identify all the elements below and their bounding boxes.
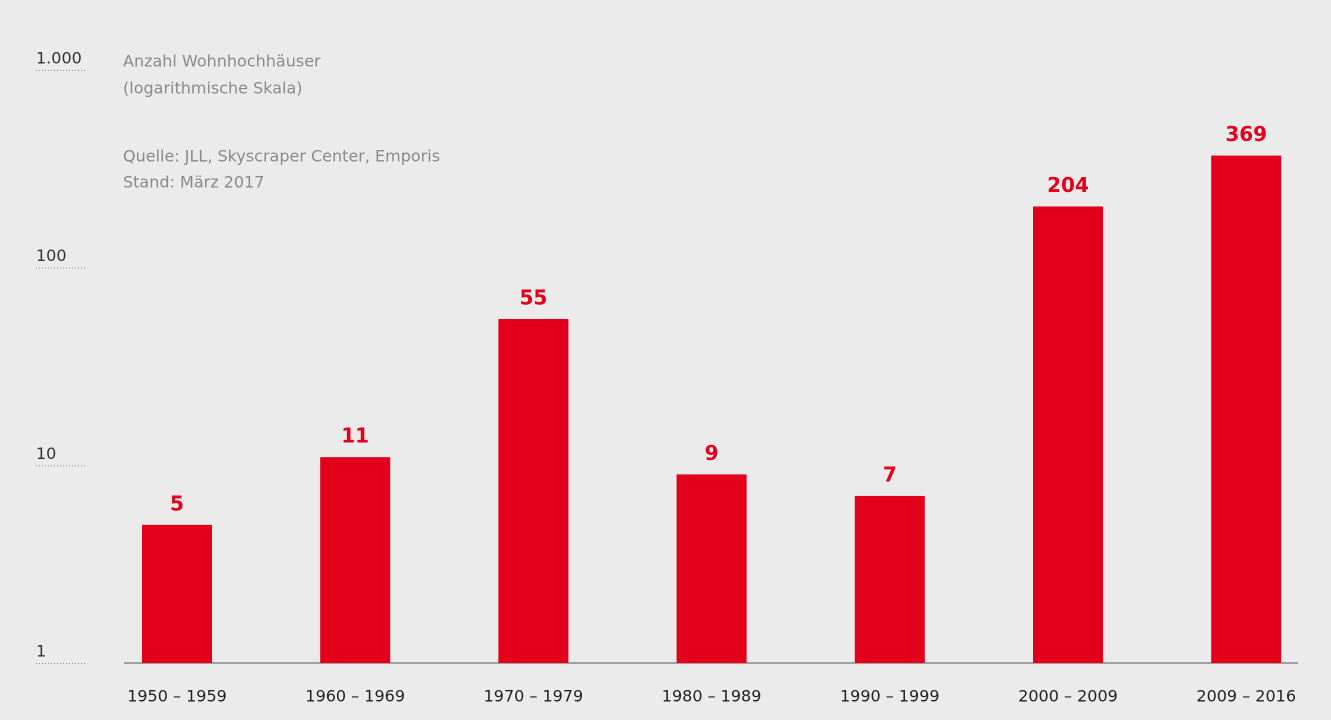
value-label: 369 <box>1225 122 1267 146</box>
y-axis-label: Anzahl Wohnhochhäuser <box>123 52 321 71</box>
y-axis-label: (logarithmische Skala) <box>123 79 303 98</box>
y-tick-label: 10 <box>36 444 56 463</box>
y-tick-label: 100 <box>36 246 67 265</box>
y-tick-label: 1.000 <box>36 49 82 68</box>
bar <box>676 474 747 663</box>
bar <box>854 495 925 663</box>
bar <box>320 457 391 663</box>
x-tick-label: 1970 – 1979 <box>484 687 584 706</box>
value-label: 204 <box>1047 173 1089 197</box>
value-label: 5 <box>170 491 184 515</box>
value-label: 7 <box>883 462 897 486</box>
x-tick-label: 1990 – 1999 <box>840 687 940 706</box>
bar <box>1211 155 1282 663</box>
value-label: 9 <box>705 441 719 465</box>
source-note: Quelle: JLL, Skyscraper Center, Emporis <box>123 147 440 166</box>
bar <box>142 524 212 663</box>
x-tick-label: 1950 – 1959 <box>127 687 227 706</box>
x-tick-label: 1980 – 1989 <box>662 687 762 706</box>
y-tick-label: 1 <box>36 642 46 661</box>
value-label: 11 <box>341 424 369 448</box>
x-tick-label: 2009 – 2016 <box>1196 687 1296 706</box>
value-label: 55 <box>519 285 547 309</box>
x-tick-label: 1960 – 1969 <box>305 687 405 706</box>
source-note: Stand: März 2017 <box>123 173 264 192</box>
bar <box>498 318 569 663</box>
x-tick-label: 2000 – 2009 <box>1018 687 1118 706</box>
bar <box>1033 206 1103 663</box>
